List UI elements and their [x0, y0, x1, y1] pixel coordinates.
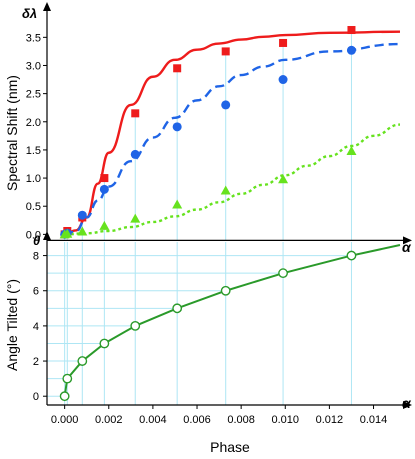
bottom-axis-symbol: θ: [33, 233, 40, 248]
x-tick-label: 0.012: [316, 414, 344, 426]
bottom-x-ticks: 0.000 0.002 0.004 0.006 0.008 0.010 0.012 0.014: [51, 405, 387, 426]
triangle-marker: [130, 213, 141, 223]
x-tick-label: 0.000: [51, 414, 79, 426]
top-fit-curves: [64, 30, 401, 236]
bottom-axis-end-symbol: α: [402, 395, 412, 411]
square-fit-curve: [64, 30, 401, 236]
square-marker: [131, 109, 140, 118]
triangle-marker: [278, 174, 289, 184]
bottom-markers: [59, 250, 357, 402]
top-axis-symbol: δλ: [22, 6, 37, 21]
angle-curve: [63, 244, 401, 397]
triangle-marker: [77, 226, 88, 236]
top-y-tick-label: 3.0: [26, 60, 41, 72]
open-circle-marker: [99, 338, 110, 349]
bottom-y-label: Angle Tilted (°): [4, 279, 20, 371]
triangle-marker: [99, 220, 110, 230]
open-circle-marker: [346, 250, 357, 261]
top-y-label: Spectral Shift (nm): [4, 75, 20, 191]
circle-fit-curve: [64, 42, 401, 236]
open-circle-marker: [172, 303, 183, 314]
bottom-y-tick-label: 8: [33, 251, 39, 263]
top-x-arrow: [403, 236, 412, 245]
top-markers: [59, 26, 357, 239]
open-circle-marker: [278, 268, 288, 279]
triangle-fit-curve: [64, 123, 401, 236]
spectral-shift-panel: 0.0 0.5 1.0 1.5 2.0 2.5 3.0 3.5 δλ α Spectral S…: [4, 2, 412, 255]
triangle-marker: [220, 185, 231, 195]
x-tick-label: 0.008: [227, 414, 255, 426]
square-marker: [279, 38, 288, 47]
open-circle-marker: [77, 356, 88, 366]
circle-marker: [130, 149, 140, 159]
open-circle-marker: [62, 373, 73, 384]
x-tick-label: 0.010: [272, 414, 300, 426]
open-circle-marker: [220, 285, 231, 296]
angle-tilted-panel: 0 2 4 6 8 0.000 0.002 0.004 0.006 0.008 0.010 0.01…: [4, 231, 412, 455]
bottom-curve: [63, 244, 401, 397]
triangle-marker: [172, 199, 183, 209]
x-tick-label: 0.002: [95, 414, 123, 426]
bottom-y-tick-label: 2: [33, 356, 39, 368]
x-axis-label: Phase: [210, 439, 250, 455]
open-circle-marker: [130, 320, 141, 331]
top-y-tick-label: 2.5: [26, 89, 41, 101]
top-y-ticks: 0.0 0.5 1.0 1.5 2.0 2.5 3.0 3.5: [26, 32, 47, 241]
square-marker: [100, 174, 109, 183]
bottom-x-arrow: [403, 401, 412, 409]
bottom-y-tick-label: 4: [33, 321, 39, 333]
bottom-y-tick-label: 6: [33, 286, 39, 298]
square-marker: [347, 26, 356, 35]
top-y-tick-label: 1.5: [26, 145, 41, 157]
x-tick-label: 0.006: [183, 414, 211, 426]
circle-marker: [172, 122, 182, 132]
bottom-y-arrow: [43, 231, 51, 240]
circle-marker: [99, 184, 109, 194]
top-y-tick-label: 2.0: [26, 117, 41, 129]
top-drop-lines: [64, 30, 352, 240]
circle-marker: [221, 100, 231, 110]
bottom-y-tick-label: 0: [33, 391, 39, 403]
top-axis-end-symbol: α: [402, 239, 412, 255]
top-y-tick-label: 3.5: [26, 32, 41, 44]
triangle-marker: [346, 146, 357, 156]
triangle-marker: [62, 228, 73, 238]
circle-marker: [77, 210, 87, 220]
circle-marker: [346, 45, 356, 55]
open-circle-marker: [59, 391, 70, 402]
top-y-tick-label: 0.5: [26, 201, 41, 213]
x-tick-label: 0.004: [139, 414, 167, 426]
bottom-axes: [43, 231, 412, 409]
top-y-tick-label: 0.0: [26, 229, 41, 241]
square-marker: [221, 47, 230, 56]
circle-marker: [278, 75, 288, 85]
square-marker: [173, 64, 182, 73]
top-axes: [43, 2, 412, 245]
bottom-y-ticks: 0 2 4 6 8: [33, 251, 47, 403]
top-y-tick-label: 1.0: [26, 173, 41, 185]
top-y-arrow: [43, 2, 51, 11]
x-tick-label: 0.014: [360, 414, 388, 426]
